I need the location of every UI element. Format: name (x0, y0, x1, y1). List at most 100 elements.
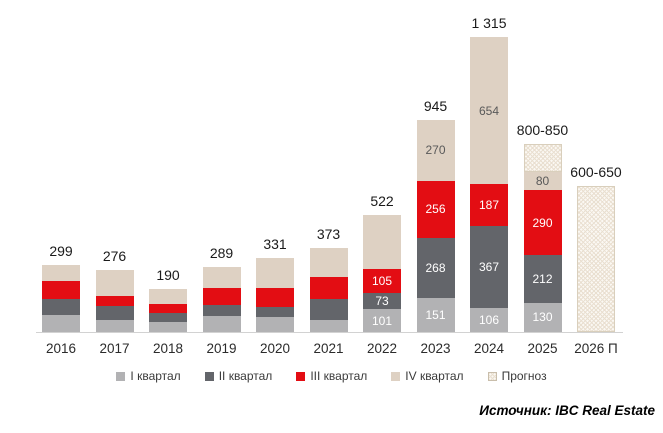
segment-2020-q1 (256, 317, 294, 332)
legend-swatch-q1 (116, 371, 126, 381)
segment-2016-q1 (42, 314, 80, 332)
bar-2016 (42, 264, 80, 332)
segment-2018-q3 (149, 303, 187, 313)
bar-2019 (202, 267, 241, 332)
segment-value-label: 106 (478, 313, 500, 328)
segment-2019-q3 (202, 288, 241, 306)
x-axis-label-2016: 2016 (45, 341, 77, 356)
segment-2025-q3: 290 (523, 190, 562, 256)
segment-2024-q1: 106 (470, 308, 508, 332)
segment-2022-q4 (363, 214, 401, 270)
legend-item-q1: I квартал (116, 369, 181, 383)
segment-2026-П-forecast (577, 186, 615, 332)
segment-2016-q4 (42, 264, 80, 281)
segment-2019-q4 (202, 267, 241, 289)
legend-swatch-q2 (204, 371, 214, 381)
x-axis-label-2019: 2019 (206, 341, 237, 356)
segment-2023-q3: 256 (416, 180, 455, 238)
x-axis-label-2023: 2023 (420, 341, 451, 356)
segment-value-label: 105 (371, 274, 393, 289)
segment-value-label: 212 (532, 272, 553, 287)
segment-2017-q2 (95, 305, 134, 321)
bar-2023: 151 268 256 270 (416, 119, 455, 332)
legend-swatch-forecast (487, 371, 497, 381)
segment-2024-q4: 654 (470, 37, 508, 184)
total-label-2022: 522 (370, 192, 394, 209)
segment-2020-q4 (256, 257, 294, 288)
bar-2024: 106 367 187 654 (470, 37, 508, 332)
x-axis-label-2022: 2022 (366, 341, 398, 356)
legend-item-forecast: Прогноз (487, 369, 547, 383)
segment-2025-forecast (523, 144, 562, 173)
bar-2017 (95, 270, 134, 332)
legend-item-q3: III квартал (296, 369, 367, 383)
segment-2025-q2: 212 (523, 255, 562, 303)
segment-2019-q2 (202, 305, 241, 317)
total-label-2019: 289 (209, 245, 234, 262)
total-label-2024: 1 315 (471, 15, 507, 32)
segment-2016-q2 (42, 299, 80, 315)
segment-value-label: 270 (425, 143, 446, 158)
bar-2025: 130 212 290 80 (523, 144, 562, 332)
x-axis-label-2025: 2025 (527, 341, 558, 356)
total-label-2016: 299 (49, 242, 73, 259)
x-axis-label-2020: 2020 (259, 341, 291, 356)
segment-value-label: 290 (532, 215, 553, 230)
segment-2022-q3: 105 (363, 269, 401, 293)
segment-2025-q1: 130 (523, 302, 562, 332)
total-label-2026-П: 600-650 (570, 164, 622, 181)
legend-item-q4: IV квартал (391, 369, 464, 383)
segment-2017-q4 (95, 270, 134, 297)
source-caption: Источник: IBC Real Estate (479, 403, 655, 418)
x-axis-label-2026-П: 2026 П (574, 341, 618, 356)
total-label-2025: 800-850 (516, 122, 569, 139)
segment-2021-q2 (309, 299, 348, 321)
segment-2017-q3 (95, 296, 134, 306)
legend-swatch-q3 (296, 371, 306, 381)
x-axis-label-2021: 2021 (313, 341, 344, 356)
bar-2022: 101 73 105 (363, 214, 401, 332)
x-axis-label-2017: 2017 (99, 341, 130, 356)
segment-value-label: 73 (375, 294, 389, 309)
segment-2023-q2: 268 (416, 238, 455, 299)
segment-2020-q3 (256, 287, 294, 308)
legend-label-forecast: Прогноз (501, 369, 547, 383)
legend-label-q4: IV квартал (405, 369, 464, 383)
segment-value-label: 80 (535, 174, 550, 189)
segment-2021-q3 (309, 276, 348, 300)
segment-value-label: 268 (425, 261, 446, 276)
segment-2016-q3 (42, 280, 80, 300)
x-axis-label-2024: 2024 (473, 341, 505, 356)
segment-value-label: 101 (371, 313, 393, 328)
segment-2019-q1 (202, 316, 241, 332)
segment-value-label: 654 (478, 103, 500, 118)
segment-2020-q2 (256, 307, 294, 318)
legend-label-q3: III квартал (310, 369, 368, 383)
segment-2022-q1: 101 (363, 309, 401, 332)
x-axis-label-2018: 2018 (152, 341, 184, 356)
total-label-2021: 373 (316, 226, 341, 243)
segment-2025-q4: 80 (523, 172, 562, 191)
segment-2018-q4 (149, 289, 187, 304)
x-axis-line (36, 332, 623, 333)
legend-label-q2: II квартал (218, 369, 273, 383)
segment-2023-q4: 270 (416, 119, 455, 181)
segment-value-label: 256 (425, 202, 446, 217)
segment-2024-q2: 367 (470, 225, 508, 309)
segment-value-label: 187 (478, 197, 500, 212)
legend-swatch-q4 (391, 371, 401, 381)
legend-label-q1: I квартал (130, 369, 181, 383)
total-label-2018: 190 (156, 267, 180, 284)
bar-2021 (309, 248, 348, 332)
segment-2024-q3: 187 (470, 183, 508, 226)
segment-value-label: 151 (425, 308, 446, 323)
segment-2023-q1: 151 (416, 298, 455, 332)
segment-value-label: 367 (478, 260, 500, 275)
total-label-2023: 945 (423, 97, 448, 114)
segment-2021-q1 (309, 320, 348, 332)
bar-2026-П (577, 186, 615, 332)
bar-2020 (256, 257, 294, 332)
segment-2021-q4 (309, 248, 348, 277)
